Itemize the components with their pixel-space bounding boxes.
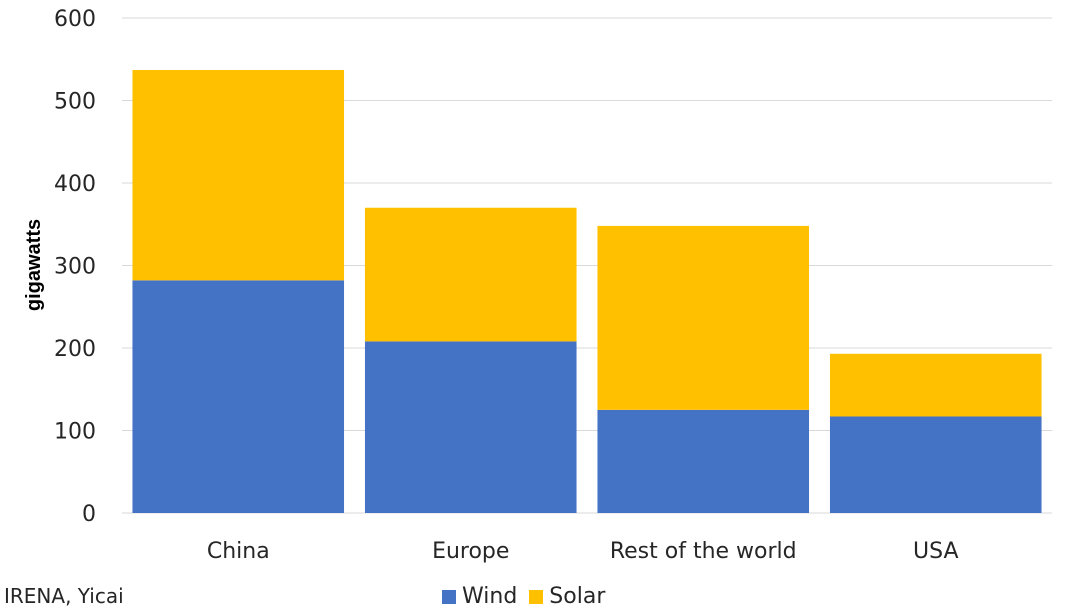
legend-label-solar: Solar — [549, 584, 606, 609]
x-tick-label: Europe — [432, 539, 509, 564]
legend-label-wind: Wind — [462, 584, 518, 609]
y-tick-label: 300 — [54, 255, 96, 280]
y-axis-label: gigawatts — [23, 219, 45, 311]
source-note: IRENA, Yicai — [4, 584, 124, 608]
y-tick-label: 600 — [54, 7, 96, 32]
legend-swatch-solar — [529, 589, 544, 604]
y-tick-label: 200 — [54, 337, 96, 362]
legend: Wind Solar — [442, 584, 617, 609]
y-tick-label: 0 — [82, 502, 96, 527]
y-tick-label: 100 — [54, 420, 96, 445]
bar-wind-europe — [364, 341, 577, 513]
bars — [132, 69, 1042, 513]
bar-solar-usa — [829, 353, 1042, 417]
bar-wind-china — [132, 280, 345, 513]
bar-wind-usa — [829, 416, 1042, 513]
legend-item-wind: Wind — [442, 584, 517, 609]
bar-solar-china — [132, 69, 345, 281]
bar-solar-europe — [364, 207, 577, 342]
x-tick-label: USA — [913, 539, 959, 564]
x-tick-label: Rest of the world — [610, 539, 797, 564]
y-tick-label: 500 — [54, 90, 96, 115]
stacked-bar-chart: 0 100 200 300 400 500 600 gigawatts China Europ… — [23, 7, 1052, 564]
bar-wind-rest-of-the-world — [597, 409, 810, 513]
bar-solar-rest-of-the-world — [597, 225, 810, 410]
y-tick-label: 400 — [54, 172, 96, 197]
legend-swatch-wind — [442, 589, 456, 604]
y-axis-ticks: 0 100 200 300 400 500 600 — [54, 7, 96, 527]
x-tick-label: China — [207, 539, 270, 564]
legend-item-solar: Solar — [529, 584, 605, 609]
x-axis-ticks: China Europe Rest of the world USA — [207, 539, 959, 564]
